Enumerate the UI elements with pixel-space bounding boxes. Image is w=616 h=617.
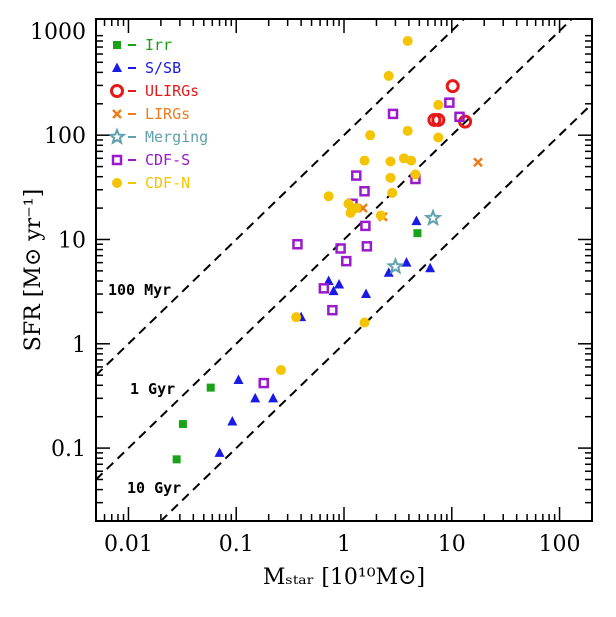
- reference-line-100-myr: [96, 19, 466, 376]
- point-irr: [206, 383, 215, 392]
- point-cdf-n: [359, 155, 370, 166]
- x-tick-label: 1: [337, 532, 351, 557]
- point-cdf-s: [360, 220, 371, 232]
- text-labels: 0.01 0.1 1 10 100 0.1 1 10 100 1000 SFR [M⊙ yr⁻¹] M…: [21, 20, 581, 590]
- point-cdf-s: [258, 377, 269, 389]
- legend-marker-merging: [107, 127, 127, 145]
- point-cdf-s: [359, 186, 370, 197]
- point-s-sb: [328, 285, 339, 296]
- point-s-sb: [411, 215, 422, 226]
- point-s-sb: [334, 279, 345, 289]
- legend: Irr S/SB ULIRGs LIRGs Merging CDF-S CDF-N: [107, 36, 208, 192]
- y-axis-label: SFR [M⊙ yr⁻¹]: [21, 189, 46, 351]
- point-cdf-n: [433, 132, 444, 143]
- legend-label-merging: Merging: [145, 128, 208, 146]
- series-cdf-n: [275, 35, 444, 376]
- y-tick-label: 1: [72, 333, 86, 358]
- reference-line-1-gyr: [96, 19, 574, 481]
- x-axis-label: Mₛₜₐᵣ [10¹⁰M⊙]: [263, 565, 425, 590]
- reference-line-10-gyr: [159, 103, 592, 521]
- point-cdf-s: [387, 108, 399, 120]
- point-s-sb: [323, 275, 334, 285]
- series-s-sb: [214, 215, 436, 457]
- reference-line-label: 10 Gyr: [127, 479, 181, 497]
- point-cdf-n: [383, 70, 394, 81]
- point-cdf-s: [361, 241, 373, 252]
- reference-line-label: 1 Gyr: [130, 380, 175, 398]
- point-cdf-s: [351, 170, 362, 181]
- series-irr: [172, 229, 422, 464]
- y-tick-label: 1000: [30, 20, 86, 45]
- point-cdf-s: [454, 111, 465, 123]
- point-cdf-s: [341, 255, 352, 267]
- point-ulirgs: [431, 112, 446, 127]
- x-tick-label: 0.01: [104, 532, 153, 557]
- y-tick-label: 100: [44, 124, 86, 149]
- point-irr: [178, 420, 187, 429]
- point-s-sb: [268, 392, 279, 403]
- point-merging: [423, 208, 443, 227]
- point-cdf-n: [291, 312, 302, 323]
- point-s-sb: [383, 267, 394, 277]
- plot-frame: [95, 18, 593, 522]
- point-s-sb: [214, 447, 225, 457]
- point-cdf-s: [335, 243, 346, 254]
- legend-marker-ulirgs: [110, 84, 124, 98]
- point-irr: [413, 229, 422, 238]
- point-cdf-n: [323, 191, 334, 202]
- legend-label-cdf-n: CDF-N: [145, 174, 190, 192]
- point-cdf-n: [365, 130, 376, 141]
- point-s-sb: [250, 392, 261, 403]
- point-s-sb: [227, 415, 238, 426]
- point-cdf-n: [402, 125, 413, 136]
- point-cdf-n: [387, 187, 398, 198]
- reference-lines: [96, 19, 592, 521]
- point-cdf-s: [327, 304, 338, 316]
- point-cdf-n: [351, 203, 362, 214]
- point-cdf-n: [385, 172, 396, 183]
- reference-line-label: 100 Myr: [108, 281, 171, 299]
- point-cdf-s: [318, 283, 330, 294]
- point-cdf-n: [275, 365, 286, 376]
- point-cdf-n: [359, 317, 370, 328]
- x-tick-label: 0.1: [219, 532, 254, 557]
- point-s-sb: [233, 374, 244, 384]
- x-tick-label: 10: [438, 532, 466, 557]
- legend-label-lirgs: LIRGs: [145, 105, 190, 123]
- series-merging: [386, 208, 443, 275]
- legend-marker-cdf-s: [111, 154, 123, 166]
- point-cdf-n: [375, 210, 386, 221]
- legend-marker-lirgs: [112, 109, 122, 119]
- legend-label-s-sb: S/SB: [145, 59, 181, 77]
- point-irr: [172, 455, 181, 464]
- point-merging: [386, 256, 405, 275]
- point-lirgs: [473, 157, 483, 168]
- y-tick-label: 0.1: [51, 437, 86, 462]
- point-cdf-n: [433, 99, 444, 110]
- point-cdf-s: [292, 239, 303, 250]
- legend-label-ulirgs: ULIRGs: [145, 82, 199, 100]
- series-lirgs: [358, 157, 483, 222]
- legend-marker-cdf-n: [112, 178, 122, 188]
- legend-label-cdf-s: CDF-S: [145, 151, 190, 169]
- point-cdf-n: [385, 156, 396, 167]
- x-tick-label: 100: [539, 532, 581, 557]
- point-s-sb: [425, 262, 436, 273]
- data-points: [172, 35, 483, 464]
- point-cdf-n: [343, 198, 354, 209]
- legend-marker-s-sb: [112, 62, 122, 72]
- point-cdf-n: [402, 35, 413, 46]
- point-cdf-n: [406, 155, 417, 166]
- axis-ticks: [95, 19, 593, 522]
- point-cdf-n: [410, 169, 421, 180]
- series-cdf-s: [258, 97, 465, 389]
- point-ulirgs: [445, 79, 460, 94]
- point-s-sb: [360, 288, 371, 299]
- point-s-sb: [401, 257, 412, 267]
- point-cdf-s: [444, 97, 455, 108]
- legend-label-irr: Irr: [145, 36, 172, 54]
- y-tick-label: 10: [58, 228, 86, 253]
- legend-marker-irr: [113, 41, 121, 49]
